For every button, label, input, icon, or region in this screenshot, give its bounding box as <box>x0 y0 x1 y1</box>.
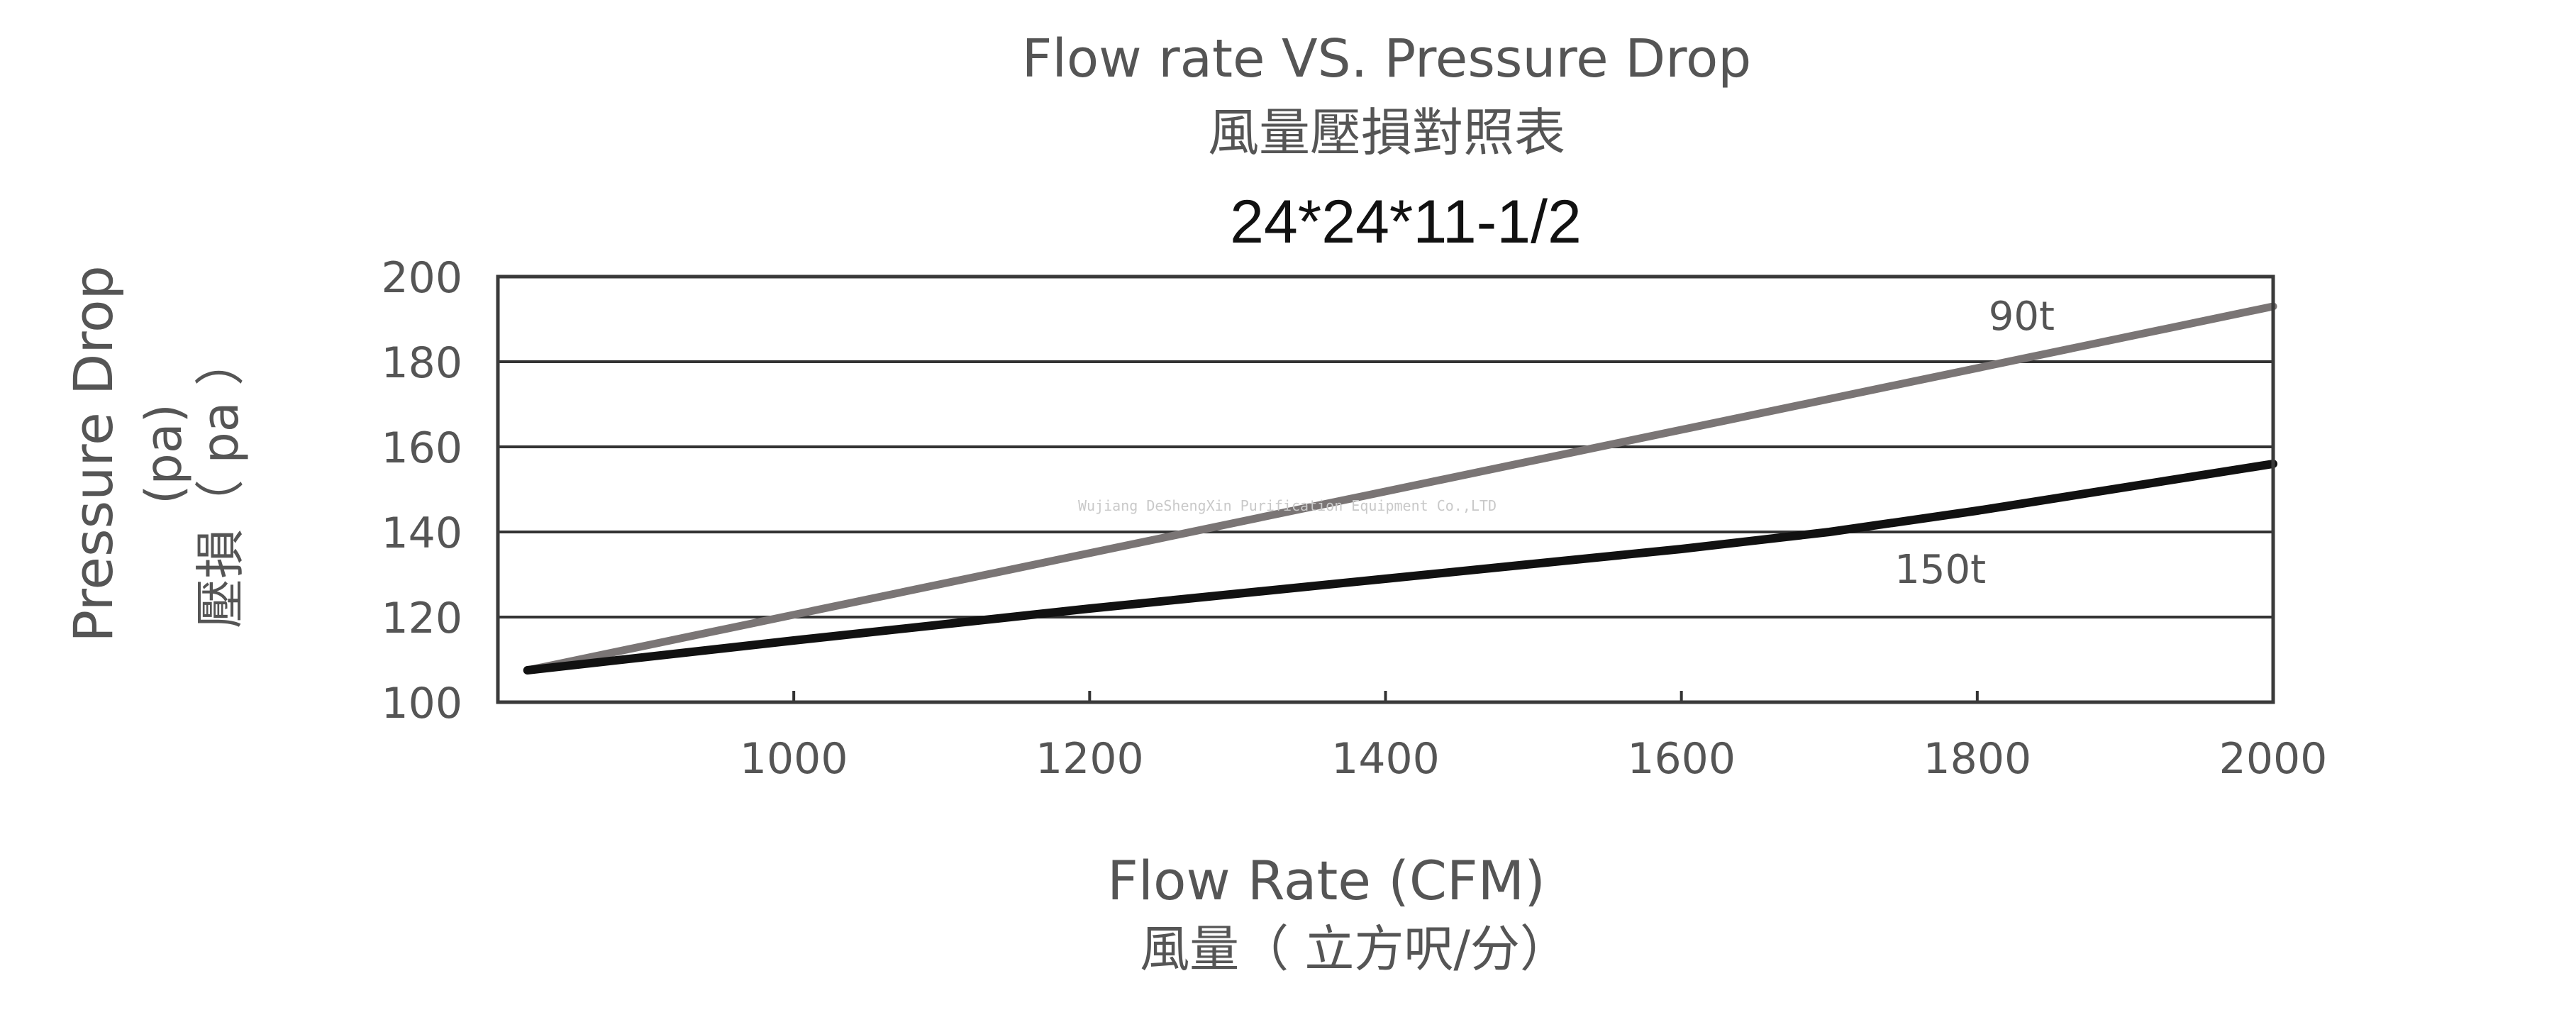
y-tick-label: 120 <box>381 594 462 643</box>
x-tick-label: 2000 <box>2219 734 2328 784</box>
watermark-text: Wujiang DeShengXin Purification Equipmen… <box>1078 497 1497 514</box>
x-tick-label: 1000 <box>740 734 848 784</box>
x-axis-label-cn: 風量（ 立方呎/分） <box>1140 920 1570 978</box>
plot-frame <box>496 274 2275 704</box>
series-labels: 90t 150t <box>1894 294 2055 593</box>
x-tick-label: 1200 <box>1036 734 1144 784</box>
series-label-150t: 150t <box>1894 547 1986 593</box>
series-line-150t <box>523 460 2277 675</box>
y-tick-label: 160 <box>381 423 462 473</box>
y-tick-label: 180 <box>381 338 462 388</box>
series-line-90t <box>523 302 2277 675</box>
y-axis-label-group: Pressure Drop (pa) 壓損（ pa ） <box>62 265 250 643</box>
series-lines <box>523 302 2277 675</box>
chart-title: Flow rate VS. Pressure Drop <box>1022 28 1751 89</box>
y-tick-label: 100 <box>381 679 462 728</box>
x-tick-label: 1600 <box>1627 734 1736 784</box>
y-tick-label: 200 <box>381 253 462 303</box>
x-tick-label: 1800 <box>1923 734 2031 784</box>
y-axis-label: Pressure Drop <box>62 265 125 643</box>
y-tick-labels: 200 180 160 140 120 100 <box>381 253 462 728</box>
y-axis-label-cn: 壓損（ pa ） <box>191 336 250 628</box>
chart-title-cn: 風量壓損對照表 <box>1208 103 1565 162</box>
y-tick-label: 140 <box>381 509 462 558</box>
x-axis-label: Flow Rate (CFM) <box>1107 849 1545 912</box>
x-tick-label: 1400 <box>1331 734 1440 784</box>
chart-subtitle: 24*24*11-1/2 <box>1230 188 1582 256</box>
x-tick-labels: 1000 1200 1400 1600 1800 2000 <box>740 691 2328 784</box>
y-axis-unit: (pa) <box>135 404 193 504</box>
series-label-90t: 90t <box>1989 294 2055 340</box>
